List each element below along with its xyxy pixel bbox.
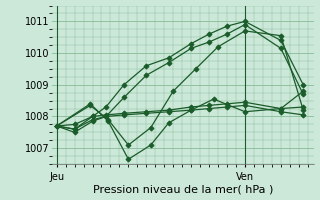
X-axis label: Pression niveau de la mer( hPa ): Pression niveau de la mer( hPa ) — [93, 184, 274, 194]
